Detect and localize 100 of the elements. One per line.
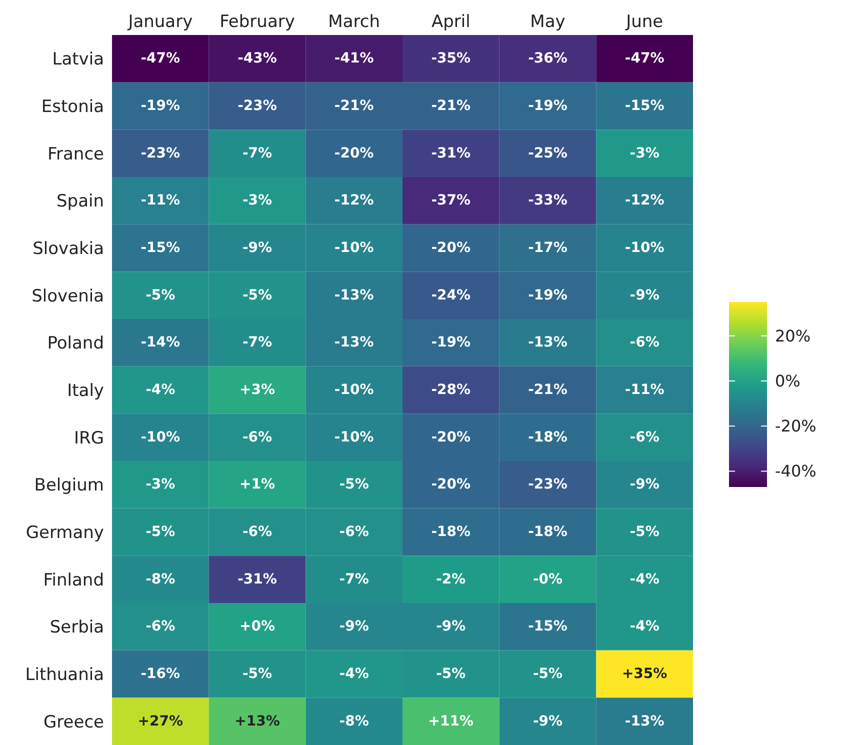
data-label: -12%	[334, 192, 374, 209]
data-label: -15%	[624, 98, 664, 114]
data-label: -4%	[630, 618, 660, 635]
y-tick-label: Poland	[47, 334, 104, 354]
y-tick-label: Finland	[43, 570, 104, 590]
data-label: -18%	[528, 524, 568, 540]
data-label: -18%	[431, 524, 471, 540]
data-label: -6%	[630, 429, 660, 446]
data-label: -3%	[630, 145, 660, 162]
y-tick-label: Spain	[56, 192, 104, 212]
data-label: -8%	[146, 571, 176, 588]
data-label: -43%	[238, 50, 277, 67]
data-label: +11%	[428, 713, 474, 730]
y-tick-label: Slovenia	[32, 286, 104, 306]
x-tick-label: April	[431, 12, 470, 32]
data-label: -7%	[242, 334, 272, 351]
data-label: -33%	[528, 192, 568, 209]
data-label: -6%	[146, 618, 176, 635]
data-label: -31%	[238, 571, 277, 588]
data-label: -5%	[436, 666, 466, 682]
data-label: -2%	[436, 571, 466, 588]
data-label: -10%	[140, 429, 180, 446]
color-bar-label: 20%	[775, 326, 811, 346]
data-label: -10%	[334, 429, 374, 446]
data-label: -5%	[532, 666, 563, 682]
data-label: -15%	[140, 240, 180, 256]
data-label: -8%	[339, 713, 369, 730]
data-label: -17%	[528, 240, 568, 256]
data-label: -10%	[334, 382, 374, 398]
y-tick-label: Italy	[67, 381, 104, 402]
data-label: -15%	[528, 618, 568, 635]
y-tick-label: Latvia	[52, 50, 104, 70]
data-label: -9%	[242, 240, 272, 256]
data-label: -10%	[334, 240, 374, 256]
y-tick-label: Greece	[43, 712, 104, 732]
data-label: -20%	[431, 429, 471, 446]
color-bar-label: -20%	[775, 416, 816, 436]
x-tick-label: February	[220, 12, 295, 32]
data-label: -20%	[431, 240, 471, 256]
data-label: -25%	[528, 145, 568, 162]
data-label: -11%	[140, 192, 180, 209]
data-label: -13%	[624, 713, 664, 730]
data-label: +13%	[234, 713, 280, 730]
data-label: -23%	[528, 476, 568, 493]
data-label: -11%	[624, 382, 664, 398]
data-label: -35%	[431, 50, 471, 67]
data-label: -13%	[528, 334, 568, 351]
data-label: -18%	[528, 429, 568, 446]
data-label: -9%	[436, 618, 466, 635]
data-label: -41%	[334, 50, 374, 67]
data-label: -37%	[431, 192, 471, 209]
data-label: -13%	[334, 334, 374, 351]
y-tick-label: Slovakia	[32, 239, 104, 260]
data-label: -5%	[242, 287, 272, 304]
y-tick-label: Serbia	[50, 618, 104, 638]
data-label: -31%	[431, 145, 471, 162]
data-label: -9%	[339, 618, 369, 635]
data-label: -36%	[528, 50, 568, 67]
y-tick-label: Germany	[26, 523, 104, 544]
data-label: -28%	[431, 382, 471, 398]
data-label: -4%	[339, 666, 369, 682]
data-label: -3%	[242, 192, 272, 209]
data-label: -6%	[339, 524, 369, 540]
data-label: -20%	[431, 476, 471, 493]
y-tick-label: IRG	[74, 428, 104, 448]
data-label: -5%	[146, 287, 176, 304]
data-label: -20%	[334, 145, 374, 162]
color-bar-label: -40%	[775, 462, 816, 481]
y-tick-label: Estonia	[41, 97, 104, 118]
data-label: -0%	[532, 571, 563, 588]
data-label: -7%	[242, 145, 272, 162]
data-label: -10%	[624, 240, 664, 256]
data-label: +35%	[622, 666, 668, 682]
y-tick-label: France	[47, 144, 104, 164]
data-label: -21%	[528, 382, 568, 398]
data-label: +0%	[240, 618, 275, 635]
color-bar-label: 0%	[775, 371, 800, 390]
data-label: -19%	[528, 287, 568, 304]
data-label: -5%	[146, 524, 176, 540]
data-label: -6%	[242, 524, 272, 540]
data-label: -16%	[140, 666, 180, 682]
data-label: -9%	[532, 713, 563, 730]
data-label: -4%	[630, 571, 660, 588]
data-label: -5%	[630, 524, 660, 540]
data-label: +27%	[138, 713, 184, 730]
data-label: -47%	[624, 50, 664, 67]
x-tick-label: January	[127, 12, 193, 32]
data-label: -19%	[431, 334, 471, 351]
data-label: -6%	[630, 334, 660, 351]
y-tick-label: Belgium	[34, 476, 104, 496]
data-label: -19%	[528, 98, 568, 114]
data-label: -3%	[146, 476, 176, 493]
data-label: -9%	[630, 287, 660, 304]
data-label: -23%	[140, 145, 180, 162]
data-label: -12%	[624, 192, 664, 209]
data-label: -24%	[431, 287, 471, 304]
data-label: -21%	[431, 98, 471, 114]
data-label: -21%	[334, 98, 374, 114]
data-label: -14%	[140, 334, 180, 351]
data-label: -7%	[339, 571, 369, 588]
